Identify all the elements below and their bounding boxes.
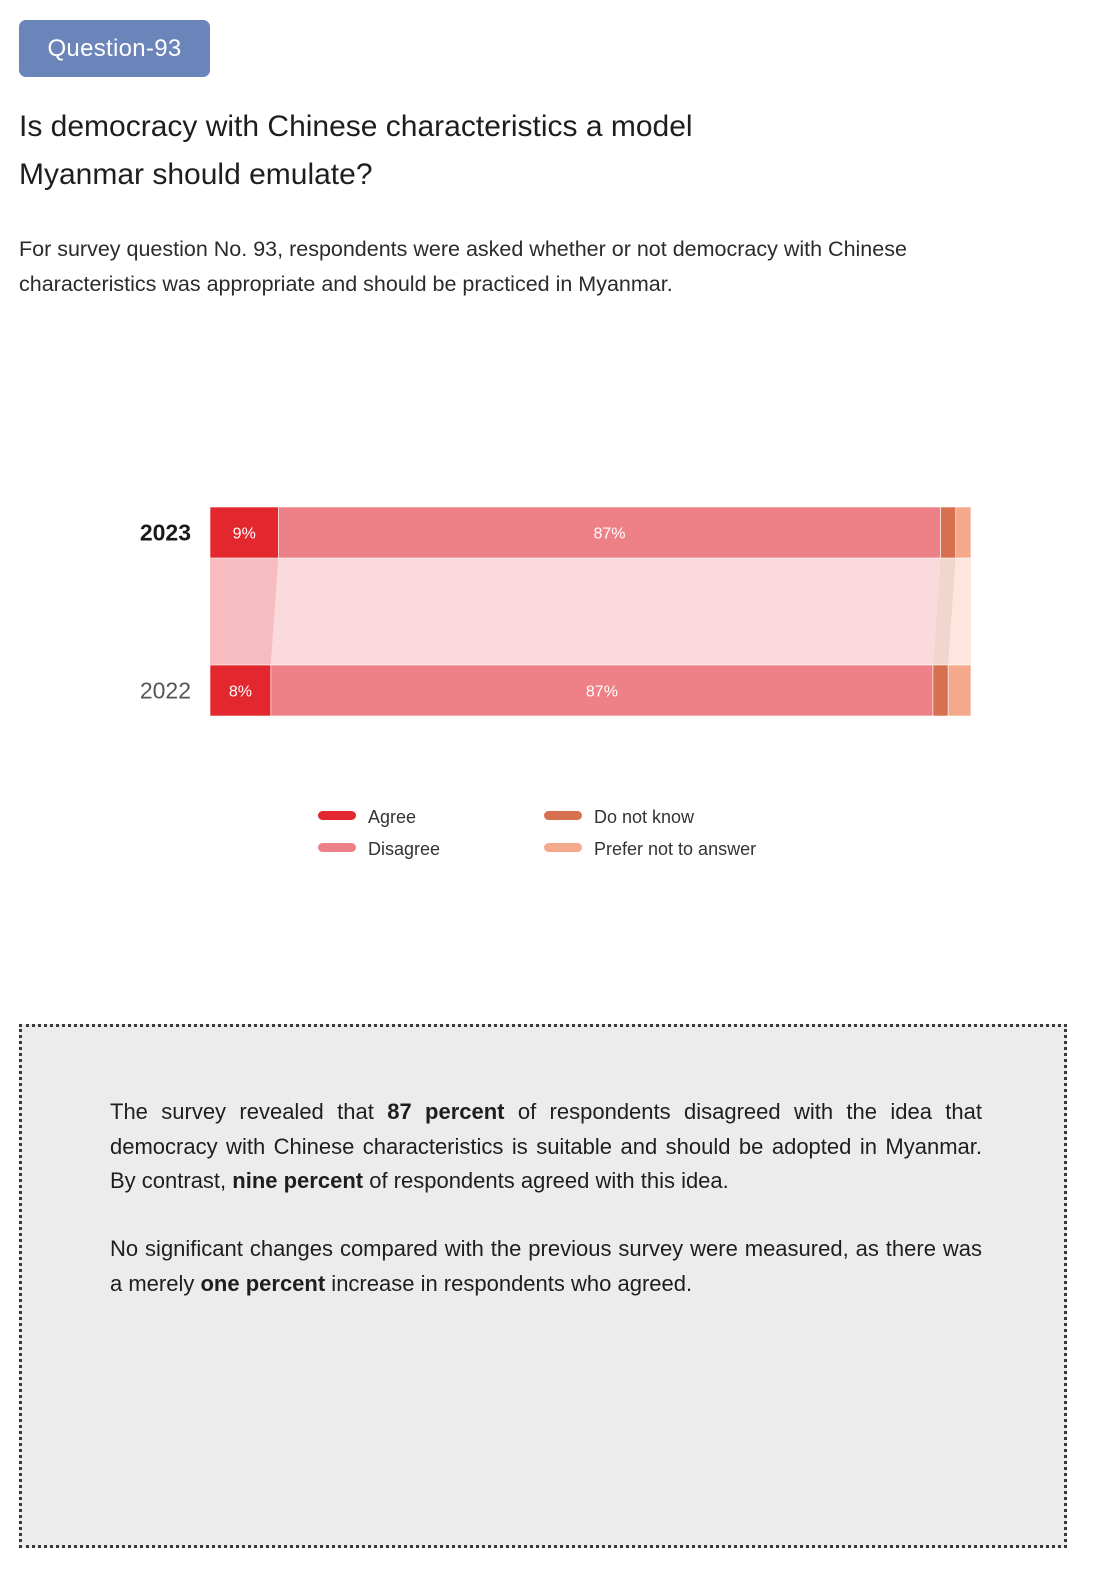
bar-2023-agree bbox=[209, 506, 279, 559]
legend-swatch-agree bbox=[318, 811, 356, 820]
chart-legend: Agree Disagree Do not know Prefer not to an… bbox=[318, 807, 756, 859]
highlight-one-percent: one percent bbox=[200, 1270, 326, 1296]
bar-2023-do-not-know bbox=[940, 506, 957, 559]
year-label-2023: 2023 bbox=[140, 520, 191, 546]
bar-2022-agree bbox=[209, 664, 272, 717]
year-labels: 2023 2022 bbox=[140, 520, 191, 704]
bar-2022-do-not-know bbox=[932, 664, 949, 717]
intro-text: For survey question No. 93, respondents … bbox=[19, 232, 1079, 302]
bar-2023-prefer-not-to-answer bbox=[955, 506, 972, 559]
summary-paragraph-1: The survey revealed that 87 percent of r… bbox=[110, 1099, 982, 1193]
intro-line-1: For survey question No. 93, respondents … bbox=[19, 237, 907, 261]
page-title: Is democracy with Chinese characteristic… bbox=[19, 103, 839, 199]
highlight-nine-percent: nine percent bbox=[232, 1168, 364, 1193]
bar-segments: 9% 87% 8% 87% bbox=[209, 506, 972, 717]
bar-2022-prefer-not-to-answer bbox=[947, 664, 972, 717]
data-label-2023-agree: 9% bbox=[233, 526, 256, 543]
legend-label-prefer-not-to-answer: Prefer not to answer bbox=[594, 839, 756, 859]
band-do-not-know bbox=[932, 558, 956, 665]
stacked-bar-chart: 9% 87% 8% 87% 2023 2022 Agree Disagree Do not … bbox=[140, 506, 972, 859]
legend-label-do-not-know: Do not know bbox=[594, 807, 695, 827]
bar-2022-disagree bbox=[270, 664, 934, 717]
data-label-2022-disagree: 87% bbox=[586, 684, 618, 701]
highlight-87-percent: 87 percent bbox=[387, 1099, 505, 1124]
band-prefer-not-to-answer bbox=[948, 558, 971, 665]
legend-label-agree: Agree bbox=[368, 807, 416, 827]
intro-line-2: characteristics was appropriate and shou… bbox=[19, 272, 673, 296]
bar-2023-disagree bbox=[278, 506, 941, 559]
band-agree bbox=[210, 558, 279, 665]
summary-paragraph-2: No significant changes compared with the… bbox=[110, 1236, 982, 1296]
question-badge: Question-93 bbox=[19, 20, 210, 77]
title-line-2: Myanmar should emulate? bbox=[19, 158, 373, 191]
transition-bands bbox=[210, 558, 971, 665]
legend-swatch-disagree bbox=[318, 843, 356, 852]
band-disagree bbox=[270, 558, 941, 665]
summary-box: The survey revealed that 87 percent of r… bbox=[19, 1024, 1067, 1548]
legend-label-disagree: Disagree bbox=[368, 839, 440, 859]
legend-swatch-prefer-not-to-answer bbox=[544, 843, 582, 852]
legend-swatch-do-not-know bbox=[544, 811, 582, 820]
data-label-2023-disagree: 87% bbox=[594, 526, 626, 543]
year-label-2022: 2022 bbox=[140, 678, 191, 704]
title-line-1: Is democracy with Chinese characteristic… bbox=[19, 110, 693, 143]
data-label-2022-agree: 8% bbox=[229, 684, 252, 701]
